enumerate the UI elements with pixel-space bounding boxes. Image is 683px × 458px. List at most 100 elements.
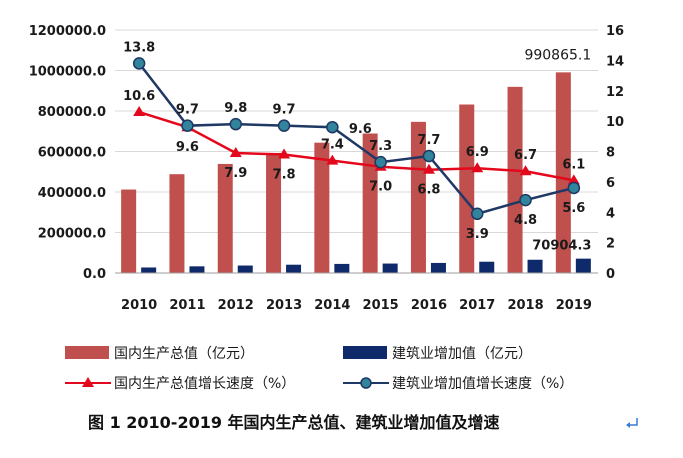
- left-axis-tick-label: 0.0: [83, 267, 106, 282]
- x-axis-tick-label: 2016: [411, 298, 447, 313]
- marker-gdp-growth: [567, 174, 580, 185]
- marker-gdp-growth: [471, 162, 484, 173]
- data-label-gdp-growth: 6.7: [514, 148, 537, 163]
- right-axis-tick-label: 8: [606, 146, 615, 161]
- legend-label-gdp: 国内生产总值（亿元）: [114, 346, 254, 362]
- marker-construction-growth: [229, 117, 242, 131]
- right-axis-tick-label: 10: [606, 115, 624, 130]
- marker-gdp-growth: [326, 154, 339, 165]
- data-label-construction-growth: 9.8: [224, 101, 247, 116]
- bar-gdp: [121, 189, 137, 273]
- bar-gdp: [507, 86, 523, 273]
- legend-swatch-construction: [343, 346, 387, 359]
- marker-gdp-growth: [422, 163, 435, 174]
- data-label-construction-growth: 7.7: [417, 133, 440, 148]
- axes: 0.0 200000.0 400000.0 600000.0 800000.0 10000…: [29, 24, 624, 313]
- data-label-construction-2019: 70904.3: [532, 239, 591, 254]
- marker-gdp-growth: [229, 147, 242, 158]
- marker-construction-growth: [422, 149, 436, 163]
- marker-construction-growth: [181, 119, 194, 132]
- marker-construction-growth: [567, 181, 581, 195]
- marker-construction-growth: [132, 57, 146, 70]
- line-construction-growth: [138, 62, 575, 216]
- bar-gdp: [217, 163, 233, 273]
- legend-marker-gdp-growth: [82, 377, 94, 387]
- marker-gdp-growth: [133, 106, 146, 117]
- left-axis-tick-label: 800000.0: [38, 105, 106, 120]
- data-label-construction-growth: 3.9: [466, 227, 489, 242]
- legend-marker-construction-growth: [360, 377, 372, 389]
- data-label-gdp-growth: 6.9: [466, 145, 489, 160]
- data-label-construction-growth: 9.7: [273, 103, 296, 118]
- data-label-gdp-growth: 7.8: [273, 168, 296, 183]
- bar-construction: [286, 264, 302, 273]
- x-axis-tick-label: 2012: [218, 298, 254, 313]
- bar-gdp: [459, 104, 475, 273]
- data-label-gdp-growth: 7.9: [224, 166, 247, 181]
- bar-construction: [430, 262, 446, 273]
- left-axis-tick-label: 400000.0: [38, 186, 106, 201]
- bar-gdp: [410, 121, 426, 273]
- bar-construction: [382, 263, 398, 273]
- bar-construction: [334, 263, 350, 273]
- line-gdp-growth: [138, 110, 575, 182]
- bar-construction: [237, 265, 253, 273]
- marker-gdp-growth: [278, 148, 291, 159]
- x-axis-tick-label: 2014: [314, 298, 350, 313]
- data-label-construction-growth: 9.6: [349, 122, 372, 137]
- left-axis-tick-label: 200000.0: [38, 227, 106, 242]
- line-series: [132, 57, 581, 221]
- data-label-construction-growth: 9.7: [176, 103, 199, 118]
- x-axis-tick-label: 2017: [459, 298, 495, 313]
- left-axis-tick-label: 1000000.0: [29, 65, 106, 80]
- bar-series: [121, 72, 591, 273]
- bar-gdp: [314, 142, 330, 273]
- x-axis-tick-label: 2010: [121, 298, 157, 313]
- legend-label-construction: 建筑业增加值（亿元）: [392, 346, 532, 362]
- bar-construction: [479, 261, 495, 273]
- right-axis-tick-label: 0: [606, 267, 615, 282]
- marker-gdp-growth: [519, 165, 532, 176]
- bar-gdp: [555, 72, 571, 273]
- right-axis-tick-label: 4: [606, 206, 615, 221]
- right-axis-tick-label: 14: [606, 54, 624, 69]
- marker-construction-growth: [374, 155, 387, 169]
- x-axis-tick-label: 2015: [363, 298, 399, 313]
- right-axis-tick-label: 6: [606, 176, 615, 191]
- bar-gdp: [169, 174, 185, 273]
- legend-label-construction-growth: 建筑业增加值增长速度（%）: [392, 376, 573, 392]
- right-axis-tick-label: 12: [606, 85, 624, 100]
- left-axis-tick-label: 600000.0: [38, 146, 106, 161]
- data-label-construction-growth: 13.8: [123, 40, 155, 55]
- marker-construction-growth: [519, 193, 532, 207]
- x-axis-tick-label: 2011: [169, 298, 205, 313]
- x-axis-tick-label: 2013: [266, 298, 302, 313]
- x-axis-tick-label: 2019: [556, 298, 592, 313]
- marker-construction-growth: [326, 120, 339, 134]
- data-label-gdp-growth: 7.4: [321, 138, 344, 153]
- figure-caption: 图 1 2010-2019 年国内生产总值、建筑业增加值及增速: [88, 413, 500, 432]
- data-label-gdp-growth: 6.8: [417, 183, 440, 198]
- bar-construction: [527, 259, 543, 273]
- bar-construction: [189, 266, 205, 273]
- data-label-construction-growth: 7.3: [369, 139, 392, 154]
- data-label-gdp-growth: 7.0: [369, 180, 392, 195]
- left-axis-tick-label: 1200000.0: [29, 24, 106, 39]
- data-label-gdp-growth: 9.6: [176, 140, 199, 155]
- bar-construction: [575, 258, 591, 273]
- data-label-construction-growth: 4.8: [514, 213, 537, 228]
- marker-construction-growth: [471, 207, 484, 221]
- bar-gdp: [362, 133, 378, 273]
- marker-construction-growth: [277, 119, 291, 132]
- bar-gdp: [266, 152, 282, 273]
- right-axis-tick-label: 2: [606, 237, 615, 252]
- bar-construction: [141, 267, 157, 273]
- right-axis-tick-label: 16: [606, 24, 624, 39]
- data-label-construction-growth: 5.6: [562, 201, 585, 216]
- data-label-gdp-growth: 10.6: [123, 89, 155, 104]
- data-label-gdp-2019: 990865.1: [524, 47, 591, 63]
- legend: 国内生产总值（亿元） 建筑业增加值（亿元） 国内生产总值增长速度（%） 建筑业增…: [65, 346, 573, 392]
- legend-label-gdp-growth: 国内生产总值增长速度（%）: [114, 376, 295, 392]
